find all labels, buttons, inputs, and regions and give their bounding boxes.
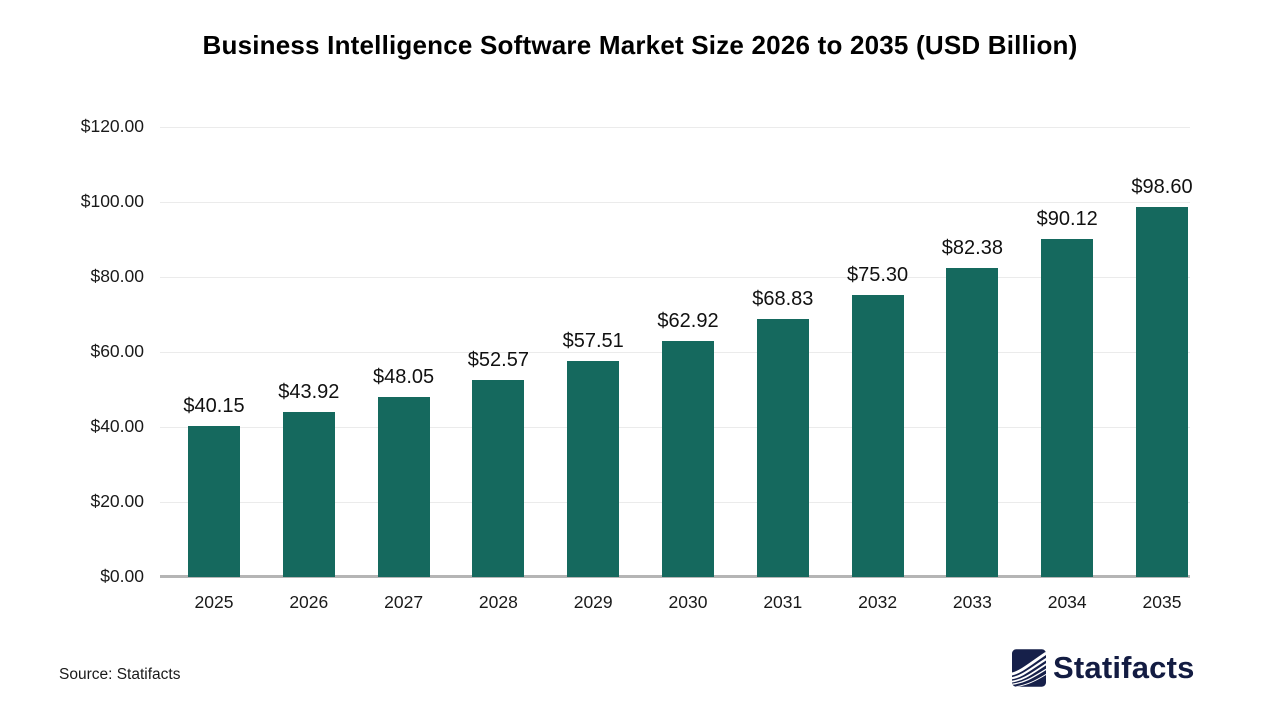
x-axis-tick-label: 2033 — [952, 592, 992, 612]
x-axis-tick-label: 2032 — [858, 592, 898, 612]
gridline — [160, 127, 1190, 128]
bar — [946, 268, 999, 577]
source-note: Source: Statifacts — [59, 666, 181, 683]
x-axis-tick-label: 2030 — [668, 592, 708, 612]
bar-value-label: $40.15 — [183, 395, 245, 418]
y-axis-tick-label: $100.00 — [80, 191, 144, 211]
bar — [188, 426, 240, 577]
x-axis-tick-label: 2026 — [289, 592, 329, 612]
y-axis-tick-label: $60.00 — [90, 341, 144, 361]
x-axis-tick-label: 2025 — [194, 592, 234, 612]
x-axis-tick-label: 2031 — [763, 592, 803, 612]
x-axis-tick-label: 2029 — [573, 592, 613, 612]
bar — [1041, 239, 1094, 577]
bar-value-label: $90.12 — [1036, 208, 1098, 231]
bar-value-label: $68.83 — [752, 287, 814, 310]
x-axis-tick-label: 2027 — [384, 592, 424, 612]
bar — [662, 341, 714, 577]
bar-value-label: $57.51 — [562, 330, 624, 353]
bar-value-label: $52.57 — [467, 348, 529, 371]
bar-value-label: $48.05 — [373, 365, 435, 388]
x-axis-tick-label: 2028 — [478, 592, 518, 612]
y-axis-tick-label: $120.00 — [80, 116, 144, 136]
gridline — [160, 202, 1190, 203]
bar — [1136, 207, 1188, 577]
x-axis-tick-label: 2035 — [1142, 592, 1182, 612]
y-axis-tick-label: $0.00 — [100, 566, 144, 586]
bar — [851, 294, 904, 577]
bar-value-label: $62.92 — [657, 310, 719, 333]
bar — [282, 412, 335, 577]
statifacts-waves-icon — [1012, 649, 1046, 687]
y-axis-tick-label: $40.00 — [90, 416, 144, 436]
y-axis-tick-label: $20.00 — [90, 491, 144, 511]
chart-title: Business Intelligence Software Market Si… — [202, 30, 1078, 60]
bar-value-label: $75.30 — [847, 263, 909, 286]
bar — [567, 361, 620, 577]
x-axis-tick-label: 2034 — [1047, 592, 1087, 612]
brand-name: Statifacts — [1053, 650, 1195, 685]
bar — [756, 318, 809, 577]
bar — [472, 379, 525, 577]
bar-value-label: $98.60 — [1131, 176, 1193, 199]
gridline — [160, 277, 1190, 278]
bar — [377, 396, 430, 577]
bar-value-label: $82.38 — [941, 237, 1003, 260]
y-axis-tick-label: $80.00 — [90, 266, 144, 286]
bar-value-label: $43.92 — [278, 381, 340, 404]
brand-logo: Statifacts — [1012, 649, 1195, 687]
